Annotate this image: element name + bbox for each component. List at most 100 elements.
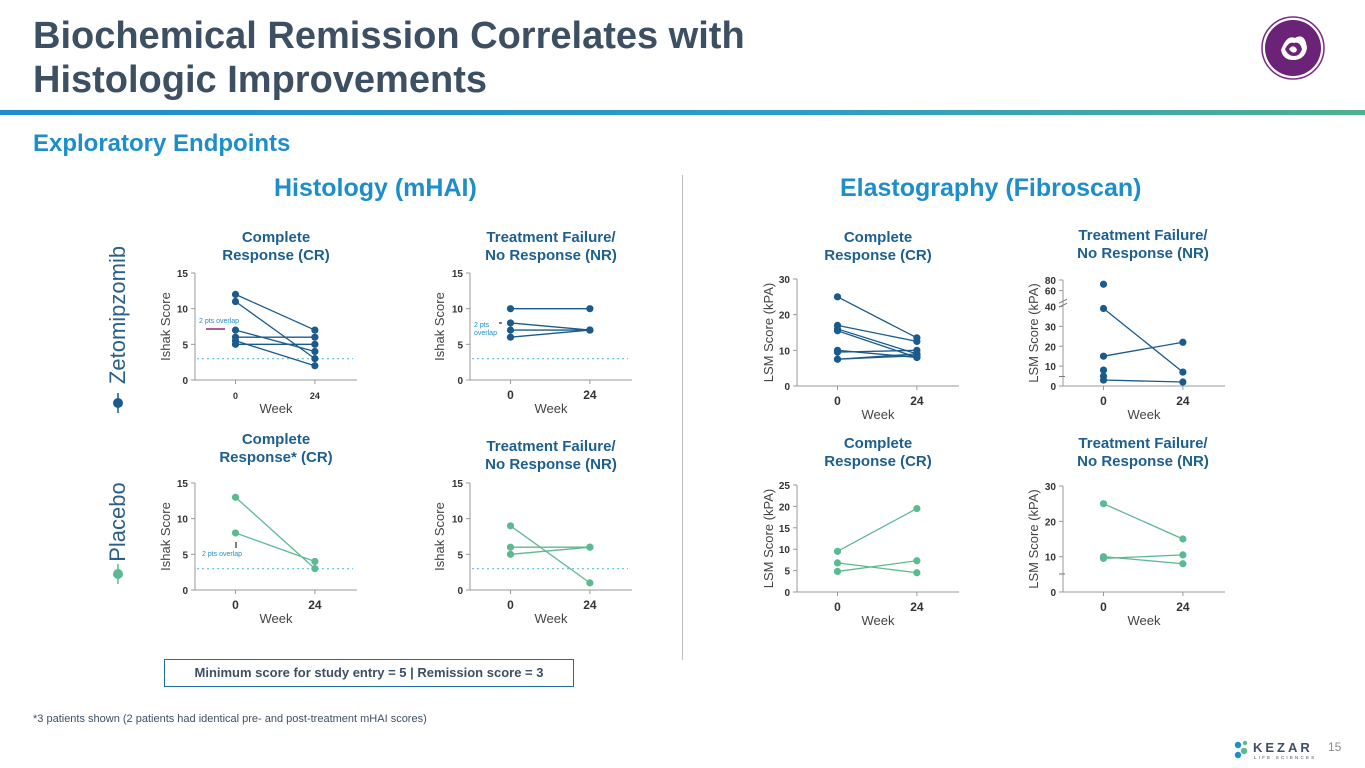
y-tick-label: 0: [784, 382, 790, 393]
chart-title: No Response (NR): [485, 456, 617, 473]
data-point: [231, 326, 240, 334]
y-tick-label: 5: [457, 550, 463, 561]
axis-break-icon: [1058, 298, 1068, 308]
y-tick-label: 10: [1045, 362, 1057, 373]
data-point: [586, 305, 594, 313]
y-tick-label: 15: [779, 524, 791, 535]
x-tick-label: 0: [232, 598, 239, 612]
overlap-annotation: 2 pts overlap: [202, 551, 242, 558]
data-point: [833, 293, 842, 301]
data-point: [1099, 366, 1108, 374]
footnote: *3 patients shown (2 patients had identi…: [33, 713, 427, 725]
y-tick-label: 80: [1045, 276, 1057, 287]
data-point: [913, 337, 921, 346]
y-tick-label: 0: [182, 586, 188, 597]
data-point: [506, 333, 515, 341]
y-tick-label: 15: [177, 479, 189, 490]
data-point: [506, 550, 515, 558]
y-tick-label: 5: [457, 340, 463, 351]
x-axis-label: Week: [535, 401, 568, 416]
x-tick-label: 0: [834, 600, 841, 614]
chart-zeto-lsm-nr: Treatment Failure/No Response (NR) 0 10 20 3…: [1026, 227, 1225, 422]
y-axis-label: Ishak Score: [158, 292, 173, 361]
x-axis-label: Week: [1128, 613, 1161, 628]
data-point: [913, 569, 921, 577]
chart-title: Complete: [242, 431, 310, 448]
series-line: [235, 301, 316, 360]
x-tick-label: 0: [1100, 394, 1107, 408]
series-line: [837, 562, 917, 574]
series-line: [1103, 503, 1184, 540]
kezar-logo-subtext: LIFE SCIENCES: [1254, 755, 1316, 760]
chart-title: No Response (NR): [1077, 245, 1209, 262]
data-point: [1179, 560, 1187, 568]
y-tick-label: 0: [457, 376, 463, 387]
series-line: [837, 560, 917, 573]
chart-zeto-hist-nr: Treatment Failure/No Response (NR) 0 5 10 15…: [432, 229, 632, 416]
x-tick-label: 24: [910, 600, 924, 614]
y-tick-label: 10: [452, 515, 464, 526]
data-point: [1099, 304, 1108, 313]
y-tick-label: 0: [1050, 588, 1056, 599]
y-tick-label: 10: [177, 305, 189, 316]
y-tick-label: 5: [182, 340, 188, 351]
data-point: [833, 355, 842, 363]
section-title-histology: Histology (mHAI): [274, 174, 477, 202]
data-point: [231, 529, 240, 537]
y-tick-label: 20: [1045, 517, 1057, 528]
data-point: [231, 493, 240, 501]
series-line: [1103, 307, 1184, 373]
data-point: [311, 362, 319, 370]
data-point: [913, 352, 921, 360]
y-axis-label: Ishak Score: [158, 502, 173, 571]
chart-title: Complete: [844, 435, 912, 452]
page-title: Biochemical Remission Correlates with Hi…: [33, 14, 745, 102]
x-axis-label: Week: [260, 611, 293, 626]
data-point: [311, 347, 319, 356]
data-point: [1179, 535, 1187, 543]
x-tick-label: 24: [910, 394, 924, 408]
company-rose-logo: [1261, 16, 1325, 80]
series-line: [510, 322, 590, 331]
title-line-2: Histologic Improvements: [33, 59, 487, 101]
overlap-annotation: overlap: [474, 330, 497, 337]
data-point: [833, 567, 842, 576]
x-tick-label: 24: [308, 598, 322, 612]
series-line: [837, 349, 917, 353]
x-tick-label: 0: [1100, 600, 1107, 614]
title-line-1: Biochemical Remission Correlates with: [33, 15, 745, 57]
x-tick-label: 0: [233, 391, 238, 401]
y-tick-label: 10: [779, 346, 791, 357]
data-point: [833, 348, 842, 356]
kezar-logo: KEZAR LIFE SCIENCES: [1234, 740, 1316, 760]
data-point: [506, 522, 515, 530]
y-tick-label: 20: [779, 311, 791, 322]
data-point: [1099, 500, 1108, 508]
data-point: [311, 355, 319, 363]
series-line: [837, 324, 918, 343]
y-tick-label: 10: [1045, 553, 1057, 564]
x-axis-label: Week: [862, 613, 895, 628]
series-line: [510, 546, 590, 555]
data-point: [1099, 554, 1108, 563]
chart-title: Response (CR): [222, 247, 330, 264]
data-point: [833, 327, 842, 335]
y-tick-label: 20: [779, 502, 791, 513]
y-axis-label: LSM Score (kPA): [761, 489, 776, 588]
y-tick-label: 0: [1050, 382, 1056, 393]
x-axis-label: Week: [862, 407, 895, 422]
data-point: [913, 557, 921, 565]
series-line: [510, 329, 590, 338]
series-line: [837, 355, 917, 360]
data-point: [1179, 378, 1187, 386]
chart-placebo-hist-nr: Treatment Failure/No Response (NR) 0 5 10 15…: [432, 438, 632, 626]
data-point: [586, 579, 594, 587]
placebo-marker-icon: [113, 564, 123, 584]
zetomipzomib-marker-icon: [113, 393, 123, 413]
section-divider: [682, 175, 683, 660]
y-tick-label: 5: [182, 550, 188, 561]
data-point: [311, 557, 319, 566]
